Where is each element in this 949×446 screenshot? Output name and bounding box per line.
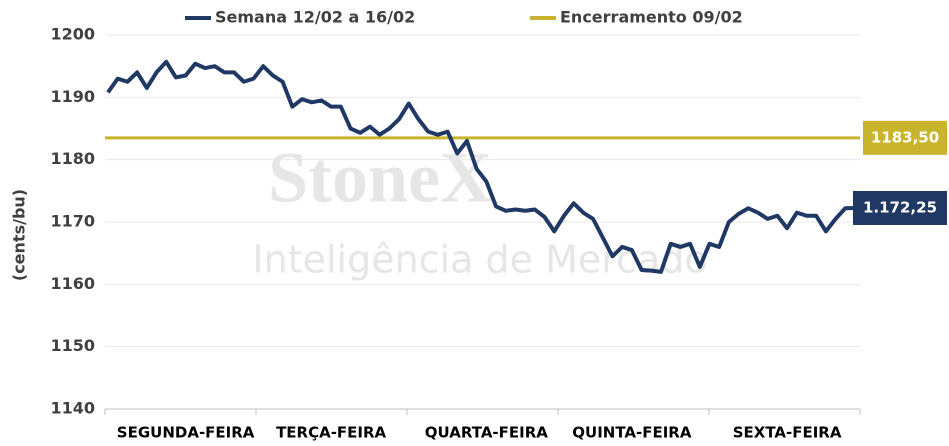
- ref-label: 1183,50: [871, 128, 939, 146]
- x-tick-label: TERÇA-FEIRA: [276, 424, 386, 442]
- y-tick-label: 1150: [50, 336, 95, 355]
- y-tick-label: 1140: [50, 399, 95, 418]
- watermark-tagline: Inteligência de Mercado: [252, 238, 707, 282]
- legend-label: Semana 12/02 a 16/02: [215, 8, 415, 27]
- x-tick-label: SEGUNDA-FEIRA: [117, 424, 255, 442]
- y-tick-label: 1170: [50, 212, 95, 231]
- x-tick-label: QUARTA-FEIRA: [425, 424, 548, 442]
- y-tick-label: 1190: [50, 87, 95, 106]
- ref-label-box: [863, 120, 947, 155]
- y-tick-label: 1200: [50, 25, 95, 44]
- last-label-box: [853, 190, 947, 225]
- x-tick-label: QUINTA-FEIRA: [572, 424, 692, 442]
- y-axis-label: (cents/bu): [10, 189, 29, 281]
- x-tick-label: SEXTA-FEIRA: [733, 424, 842, 442]
- y-tick-label: 1180: [50, 149, 95, 168]
- series-line: [106, 59, 856, 274]
- last-value-label: 1.172,25: [863, 198, 937, 216]
- y-tick-label: 1160: [50, 274, 95, 293]
- legend-label: Encerramento 09/02: [560, 8, 743, 27]
